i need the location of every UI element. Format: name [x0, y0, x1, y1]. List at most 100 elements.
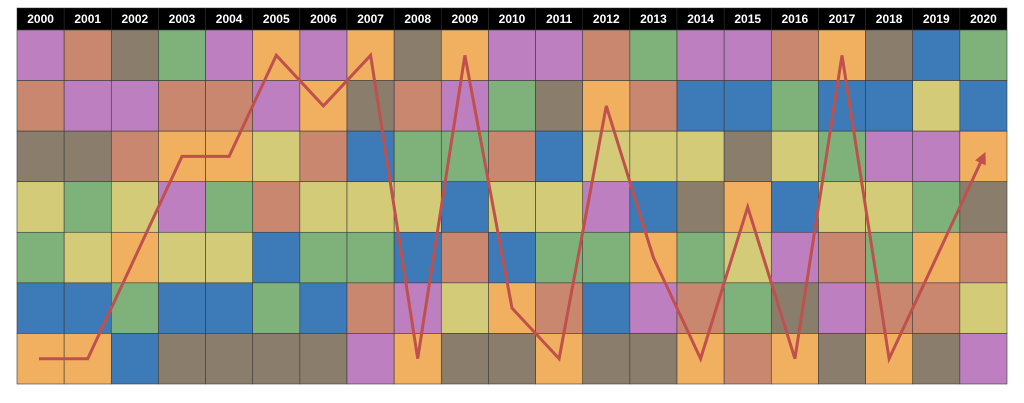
grid-cell — [582, 282, 631, 334]
grid-cell — [393, 181, 442, 233]
grid-cell — [912, 80, 961, 132]
grid-cell — [299, 29, 348, 81]
grid-cell — [818, 231, 866, 284]
grid-cell — [770, 29, 819, 81]
grid-cell — [582, 29, 631, 81]
grid-cell — [299, 231, 348, 284]
grid-cell — [252, 181, 301, 233]
grid-cell — [723, 282, 772, 334]
grid-cell — [63, 130, 112, 183]
year-label: 2000 — [27, 12, 54, 26]
grid-cell — [770, 130, 819, 183]
grid-cell — [205, 282, 254, 334]
rank-line — [39, 52, 986, 364]
year-label: 2002 — [122, 12, 149, 26]
grid-cell — [16, 130, 65, 183]
year-label: 2014 — [687, 12, 714, 26]
year-label: 2009 — [452, 12, 479, 26]
grid-cell — [440, 181, 489, 233]
grid-cell — [582, 333, 631, 385]
grid-cell — [629, 130, 678, 183]
grid-cell — [16, 181, 65, 233]
grid-cell — [440, 282, 489, 334]
grid-cell — [488, 80, 536, 132]
grid-cell — [818, 181, 866, 233]
year-label: 2008 — [404, 12, 431, 26]
year-label: 2016 — [782, 12, 809, 26]
grid-cell — [252, 282, 301, 334]
grid-cell — [346, 333, 395, 385]
grid-cell — [158, 80, 206, 132]
grid-cell — [16, 29, 65, 81]
grid-cell — [818, 333, 866, 385]
grid-cell — [63, 80, 112, 132]
grid-cell — [205, 333, 254, 385]
grid-cell — [346, 231, 395, 284]
grid-cell — [535, 29, 584, 81]
grid-cell — [488, 333, 536, 385]
grid-cell — [299, 130, 348, 183]
grid-cell — [158, 282, 206, 334]
grid-cell — [346, 282, 395, 334]
grid-cell — [723, 29, 772, 81]
grid-cell — [676, 181, 725, 233]
grid-cell — [818, 282, 866, 334]
grid-cell — [676, 29, 725, 81]
grid-cell — [63, 181, 112, 233]
grid-cell — [865, 181, 914, 233]
year-label: 2017 — [829, 12, 856, 26]
grid-cell — [346, 181, 395, 233]
grid-cell — [299, 333, 348, 385]
grid-cell — [110, 29, 159, 81]
year-label: 2018 — [876, 12, 903, 26]
grid-cell — [959, 231, 1008, 284]
grid-cell — [393, 80, 442, 132]
grid-cell — [205, 29, 254, 81]
grid-cell — [865, 80, 914, 132]
grid-cell — [252, 333, 301, 385]
grid-cell — [629, 29, 678, 81]
grid-cell — [865, 130, 914, 183]
grid-cell — [959, 282, 1008, 334]
grid-cell — [393, 282, 442, 334]
grid-cell — [252, 130, 301, 183]
grid-cell — [299, 181, 348, 233]
grid-cell — [158, 231, 206, 284]
year-label: 2003 — [169, 12, 196, 26]
grid-cell — [629, 333, 678, 385]
grid-cell — [959, 333, 1008, 385]
grid-cell — [676, 231, 725, 284]
grid-cell — [158, 29, 206, 81]
grid-cell — [676, 80, 725, 132]
grid-cell — [865, 29, 914, 81]
grid-cell — [346, 80, 395, 132]
grid-cell — [770, 181, 819, 233]
grid-cell — [440, 333, 489, 385]
grid-cell — [299, 282, 348, 334]
grid-cell — [535, 282, 584, 334]
grid-cell — [63, 29, 112, 81]
year-label: 2005 — [263, 12, 290, 26]
grid-cell — [723, 333, 772, 385]
grid-cell — [770, 80, 819, 132]
year-label: 2015 — [734, 12, 761, 26]
grid-cell — [912, 130, 961, 183]
grid-cell — [959, 80, 1008, 132]
grid-cell — [393, 29, 442, 81]
year-label: 2006 — [310, 12, 337, 26]
grid-cell — [488, 29, 536, 81]
year-label: 2019 — [923, 12, 950, 26]
grid-cell — [535, 181, 584, 233]
grid-cell — [252, 231, 301, 284]
grid-cell — [723, 130, 772, 183]
grid-cell — [16, 282, 65, 334]
grid-cell — [393, 130, 442, 183]
grid-cell — [16, 231, 65, 284]
grid-cell — [912, 333, 961, 385]
grid-cell — [205, 231, 254, 284]
grid-cell — [723, 80, 772, 132]
grid-cell — [676, 130, 725, 183]
grid-cell — [912, 29, 961, 81]
